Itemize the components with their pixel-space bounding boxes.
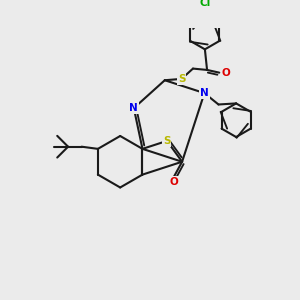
Text: N: N [200,88,209,98]
Text: S: S [163,136,171,146]
Text: O: O [221,68,230,78]
Text: N: N [129,103,138,113]
Text: O: O [169,177,178,187]
Text: S: S [178,74,185,84]
Text: Cl: Cl [199,0,211,8]
